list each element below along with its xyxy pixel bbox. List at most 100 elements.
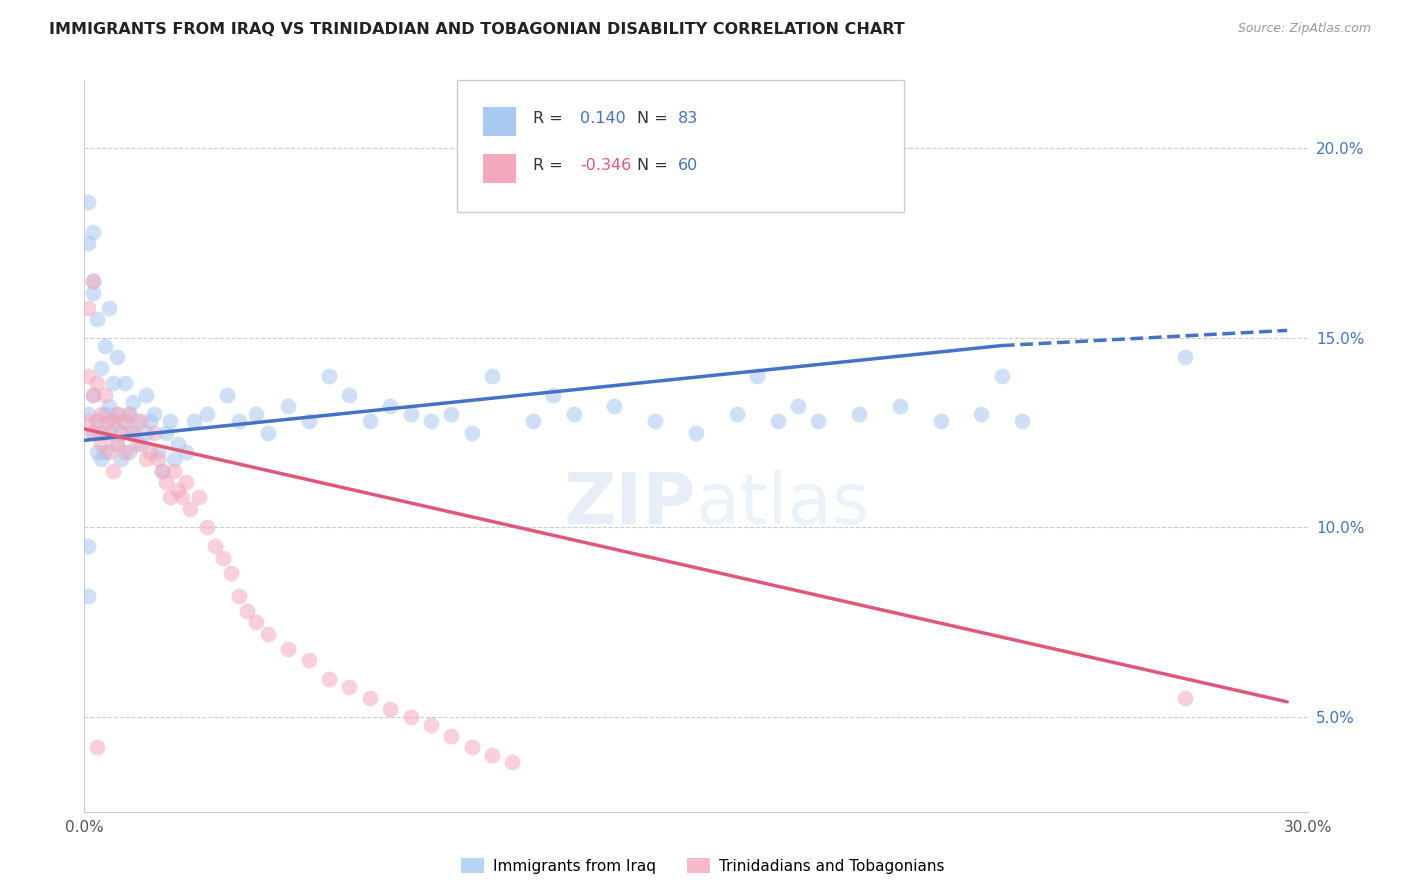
Text: IMMIGRANTS FROM IRAQ VS TRINIDADIAN AND TOBAGONIAN DISABILITY CORRELATION CHART: IMMIGRANTS FROM IRAQ VS TRINIDADIAN AND … (49, 22, 905, 37)
Point (110, 425, 132, 440)
Point (179, 501, 201, 516)
Point (86, 312, 108, 326)
Point (318, 368, 340, 383)
Point (90, 425, 112, 440)
Point (543, 388, 565, 402)
Point (86, 740, 108, 755)
Point (461, 740, 484, 755)
Point (77, 368, 100, 383)
Point (90, 437, 112, 451)
Point (420, 414, 443, 428)
Point (228, 589, 250, 603)
Point (159, 414, 181, 428)
Point (97, 301, 120, 315)
Point (97, 399, 120, 413)
Point (155, 425, 177, 440)
Point (114, 444, 136, 458)
Point (725, 407, 748, 421)
Point (142, 407, 165, 421)
Point (77, 589, 100, 603)
Point (339, 388, 361, 402)
Point (101, 414, 124, 428)
Point (101, 376, 124, 391)
Point (163, 452, 186, 467)
Point (118, 407, 141, 421)
Point (380, 399, 402, 413)
Point (522, 414, 544, 428)
Point (502, 756, 524, 770)
Point (122, 425, 145, 440)
Point (77, 414, 100, 428)
Point (174, 444, 197, 458)
Text: R =: R = (533, 111, 568, 126)
Point (146, 444, 169, 458)
Text: N =: N = (637, 111, 673, 126)
Text: -0.346: -0.346 (579, 159, 631, 173)
Point (127, 437, 149, 451)
Point (114, 414, 136, 428)
Point (787, 399, 810, 413)
Point (93, 425, 115, 440)
Point (77, 236, 100, 251)
Text: N =: N = (637, 159, 673, 173)
Point (461, 425, 484, 440)
Point (685, 425, 707, 440)
Text: ZIP: ZIP (564, 470, 696, 539)
Point (219, 566, 242, 580)
Point (135, 452, 157, 467)
Point (359, 691, 381, 706)
Point (135, 388, 157, 402)
Point (298, 653, 321, 667)
Point (889, 399, 911, 413)
Point (93, 388, 115, 402)
Point (217, 388, 239, 402)
Point (481, 368, 503, 383)
Text: 83: 83 (678, 111, 697, 126)
Point (970, 407, 993, 421)
Point (82, 425, 104, 440)
Text: atlas: atlas (696, 470, 870, 539)
Point (86, 444, 108, 458)
Point (155, 475, 177, 489)
FancyBboxPatch shape (484, 154, 516, 184)
Point (766, 414, 789, 428)
Point (101, 464, 124, 478)
Point (127, 414, 149, 428)
Point (380, 702, 402, 716)
Point (807, 414, 830, 428)
Point (86, 376, 108, 391)
Point (101, 414, 124, 428)
Point (131, 437, 153, 451)
Point (122, 425, 145, 440)
Point (399, 710, 422, 724)
Point (82, 285, 104, 300)
Point (82, 388, 104, 402)
Point (97, 444, 120, 458)
Point (90, 407, 112, 421)
Point (93, 407, 115, 421)
Text: Source: ZipAtlas.com: Source: ZipAtlas.com (1237, 22, 1371, 36)
Point (277, 399, 299, 413)
Point (97, 425, 120, 440)
Point (187, 490, 209, 504)
Point (82, 425, 104, 440)
FancyBboxPatch shape (484, 107, 516, 136)
Point (97, 414, 120, 428)
Point (644, 414, 666, 428)
Point (93, 338, 115, 352)
Point (105, 407, 128, 421)
Point (318, 672, 340, 686)
Point (105, 350, 128, 364)
Point (105, 437, 128, 451)
Point (1174, 350, 1197, 364)
Point (245, 407, 267, 421)
Point (90, 361, 112, 376)
Point (339, 680, 361, 694)
Point (131, 414, 153, 428)
Text: R =: R = (533, 159, 568, 173)
Point (159, 490, 181, 504)
Point (991, 368, 1014, 383)
Point (110, 425, 132, 440)
FancyBboxPatch shape (457, 80, 904, 212)
Point (359, 414, 381, 428)
